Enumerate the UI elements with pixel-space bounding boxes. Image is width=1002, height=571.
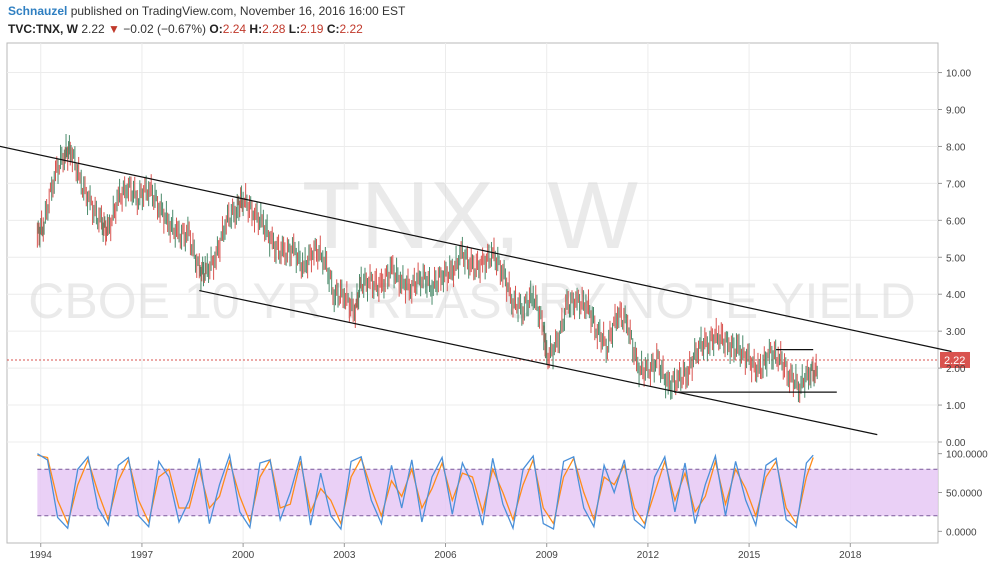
author-link[interactable]: Schnauzel	[8, 4, 68, 18]
price-tick-label: 2.00	[946, 364, 966, 375]
stoch-tick-label: 50.0000	[946, 489, 983, 500]
price-tick-label: 4.00	[946, 290, 966, 301]
upper-trendline[interactable]	[0, 126, 952, 353]
price-tick-label: 5.00	[946, 253, 966, 264]
symbol-label[interactable]: TVC:TNX, W	[8, 22, 78, 36]
lower-trendline[interactable]	[199, 289, 878, 436]
stoch-tick-label: 0.0000	[946, 527, 977, 538]
time-tick-label: 1997	[131, 550, 154, 561]
price-tick-label: 9.00	[946, 106, 966, 117]
price-tick-label: 6.00	[946, 216, 966, 227]
watermark-symbol: TNX, W	[302, 162, 638, 269]
publish-info: published on TradingView.com, November 1…	[67, 4, 406, 18]
time-tick-label: 1994	[30, 550, 53, 561]
low-label: L:	[288, 22, 301, 36]
time-tick-label: 2018	[839, 550, 862, 561]
price-tick-label: 7.00	[946, 179, 966, 190]
price-tick-label: 0.00	[946, 438, 966, 449]
low-value: 2.19	[300, 22, 324, 36]
time-tick-label: 2003	[333, 550, 356, 561]
price-tick-label: 10.00	[946, 69, 971, 80]
open-label: O:	[209, 22, 223, 36]
time-tick-label: 2009	[536, 550, 559, 561]
high-value: 2.28	[262, 22, 286, 36]
price-tick-label: 3.00	[946, 327, 966, 338]
quote-bar: TVC:TNX, W 2.22 ▼ −0.02 (−0.67%) O:2.24 …	[8, 21, 363, 38]
close-value: 2.22	[339, 22, 363, 36]
close-label: C:	[326, 22, 340, 36]
stoch-tick-label: 100.0000	[946, 450, 988, 461]
stoch-k-line	[37, 452, 814, 531]
price-tick-label: 8.00	[946, 142, 966, 153]
last-price-tag	[940, 351, 970, 368]
time-tick-label: 2006	[434, 550, 457, 561]
open-value: 2.24	[222, 22, 247, 36]
publisher-header: Schnauzel published on TradingView.com, …	[8, 3, 405, 20]
price-tick-label: 1.00	[946, 401, 966, 412]
last-price-tag-label: 2.22	[944, 355, 965, 367]
high-label: H:	[249, 22, 263, 36]
time-tick-label: 2012	[637, 550, 660, 561]
time-tick-label: 2000	[232, 550, 255, 561]
down-arrow-icon: ▼	[108, 22, 120, 36]
price-change: −0.02 (−0.67%)	[123, 22, 207, 36]
watermark-description: CBOE 10 YR TREASURY NOTE YIELD	[28, 273, 915, 329]
last-price: 2.22	[81, 22, 105, 36]
time-tick-label: 2015	[738, 550, 761, 561]
